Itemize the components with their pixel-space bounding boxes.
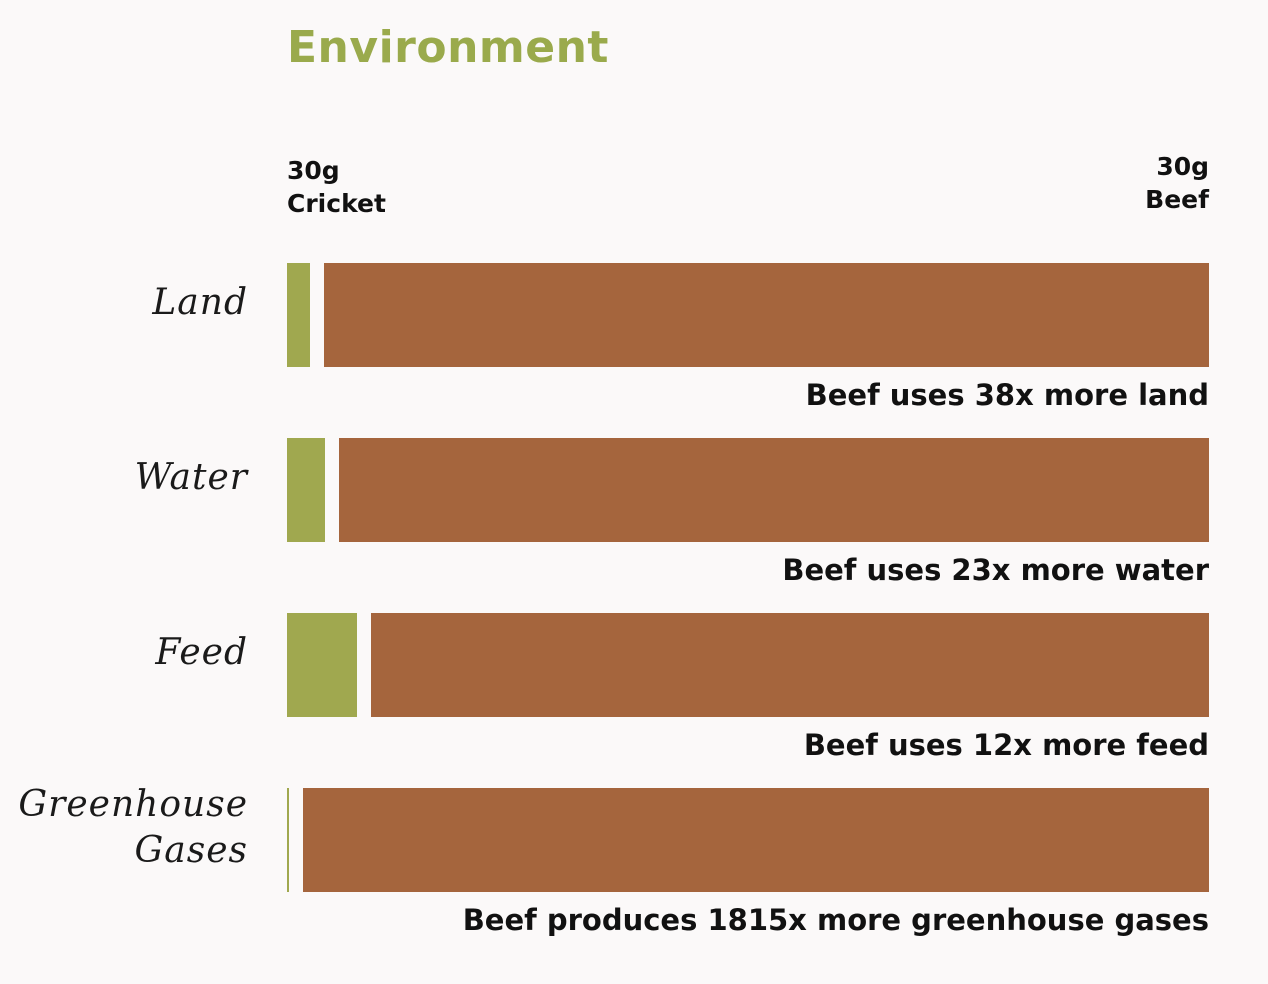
- caption-feed: Beef uses 12x more feed: [803, 728, 1209, 762]
- bar-beef-water: [338, 438, 1209, 542]
- column-header-beef-amount: 30g: [1156, 152, 1209, 181]
- row-label-water: Water: [135, 455, 248, 501]
- caption-land: Beef uses 38x more land: [805, 378, 1209, 412]
- bar-cricket-feed: [287, 613, 357, 717]
- column-header-cricket-amount: 30g: [287, 156, 340, 185]
- bar-beef-greenhouse-gases: [302, 788, 1209, 892]
- bar-beef-land: [324, 263, 1209, 367]
- row-label-line: Greenhouse: [18, 784, 248, 825]
- row-label-land: Land: [152, 280, 248, 326]
- caption-water: Beef uses 23x more water: [782, 553, 1209, 587]
- column-header-beef-name: Beef: [1145, 185, 1209, 214]
- row-label-line: Land: [152, 282, 248, 323]
- bar-cricket-water: [287, 438, 325, 542]
- row-label-line: Water: [134, 457, 248, 498]
- column-header-cricket-name: Cricket: [287, 189, 386, 218]
- chart-title: Environment: [287, 22, 609, 73]
- row-label-line: Feed: [155, 632, 248, 673]
- bar-cricket-greenhouse-gases: [287, 788, 289, 892]
- bar-cricket-land: [287, 263, 311, 367]
- column-header-beef: 30g Beef: [1145, 150, 1209, 216]
- bar-beef-feed: [370, 613, 1209, 717]
- row-label-line: Gases: [134, 830, 248, 871]
- row-label-greenhouse-gases: Greenhouse Gases: [18, 782, 248, 874]
- caption-greenhouse-gases: Beef produces 1815x more greenhouse gase…: [462, 903, 1209, 937]
- row-label-feed: Feed: [155, 630, 248, 676]
- column-header-cricket: 30g Cricket: [287, 154, 386, 220]
